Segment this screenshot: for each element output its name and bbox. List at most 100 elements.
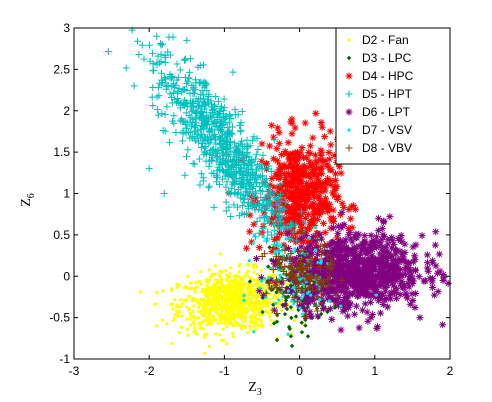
data-point — [327, 299, 331, 303]
data-point — [239, 286, 243, 290]
data-point — [177, 309, 181, 313]
data-point — [284, 169, 292, 177]
data-point — [232, 111, 240, 119]
data-point — [284, 139, 292, 147]
data-point — [193, 130, 201, 138]
data-point — [251, 305, 255, 309]
data-point — [424, 267, 432, 275]
data-point — [315, 247, 323, 255]
data-point — [213, 288, 217, 292]
data-point — [227, 184, 235, 192]
data-point — [255, 265, 259, 269]
data-point — [265, 299, 269, 303]
data-point — [168, 74, 176, 82]
data-point — [361, 232, 369, 240]
data-point — [149, 49, 157, 57]
data-point — [207, 111, 215, 119]
data-point — [222, 150, 230, 158]
data-point — [318, 278, 326, 286]
data-point — [258, 286, 262, 290]
data-point — [370, 265, 378, 273]
data-point — [231, 106, 239, 114]
data-point — [333, 234, 341, 242]
data-point — [309, 166, 317, 174]
legend-marker — [345, 90, 353, 98]
data-point — [236, 284, 240, 288]
data-point — [325, 149, 333, 157]
data-point — [193, 287, 197, 291]
data-point — [245, 153, 253, 161]
data-point — [268, 315, 272, 319]
data-point — [295, 295, 303, 303]
data-point — [271, 321, 277, 326]
data-point — [397, 232, 405, 240]
data-point — [278, 279, 286, 287]
data-point — [262, 206, 270, 214]
data-point — [180, 56, 188, 64]
data-point — [236, 166, 244, 174]
data-point — [305, 293, 313, 301]
data-point — [305, 193, 313, 201]
data-point — [314, 178, 322, 186]
data-point — [326, 242, 334, 250]
data-point — [402, 258, 410, 266]
data-point — [210, 149, 218, 157]
data-point — [279, 205, 287, 213]
data-point — [339, 279, 347, 287]
data-point — [277, 268, 281, 272]
data-point — [274, 223, 282, 231]
y-axis-label-main: Z — [19, 198, 34, 207]
data-point — [231, 294, 235, 298]
data-point — [286, 289, 291, 293]
data-point — [237, 164, 245, 172]
data-point — [314, 250, 322, 258]
data-point — [203, 87, 211, 95]
data-point — [302, 188, 310, 196]
data-point — [208, 103, 216, 111]
data-point — [352, 230, 360, 238]
data-point — [138, 290, 142, 294]
data-point — [337, 273, 345, 281]
data-point — [336, 299, 344, 307]
data-point — [358, 257, 366, 265]
data-point — [211, 307, 215, 311]
data-point — [289, 260, 297, 268]
data-point — [193, 326, 197, 330]
data-point — [319, 304, 327, 312]
data-point — [379, 259, 387, 267]
data-point — [362, 259, 370, 267]
data-point — [265, 310, 269, 315]
data-point — [301, 292, 305, 297]
data-point — [208, 157, 216, 165]
data-point — [362, 287, 370, 295]
data-point — [179, 304, 183, 308]
data-point — [268, 297, 272, 301]
data-point — [224, 273, 229, 278]
data-point — [213, 264, 217, 268]
data-point — [300, 189, 308, 197]
data-point — [272, 172, 280, 180]
data-point — [283, 187, 291, 195]
data-point — [207, 307, 211, 312]
data-point — [284, 237, 288, 241]
data-point — [293, 298, 301, 306]
data-point — [275, 129, 283, 137]
data-point — [223, 169, 231, 177]
data-point — [176, 314, 180, 318]
data-point — [230, 323, 235, 327]
data-point — [327, 214, 335, 222]
legend-marker — [347, 38, 351, 42]
data-point — [340, 286, 348, 294]
data-point — [292, 255, 300, 263]
data-point — [288, 115, 296, 123]
data-point — [251, 321, 256, 325]
data-point — [335, 294, 343, 302]
data-point — [324, 175, 332, 183]
data-point — [299, 183, 307, 191]
data-point — [333, 195, 341, 203]
x-tick-label: 2 — [447, 364, 454, 378]
data-point — [251, 203, 259, 211]
y-tick-label: -0.5 — [49, 311, 70, 325]
data-point — [262, 289, 270, 297]
data-point — [367, 298, 375, 306]
